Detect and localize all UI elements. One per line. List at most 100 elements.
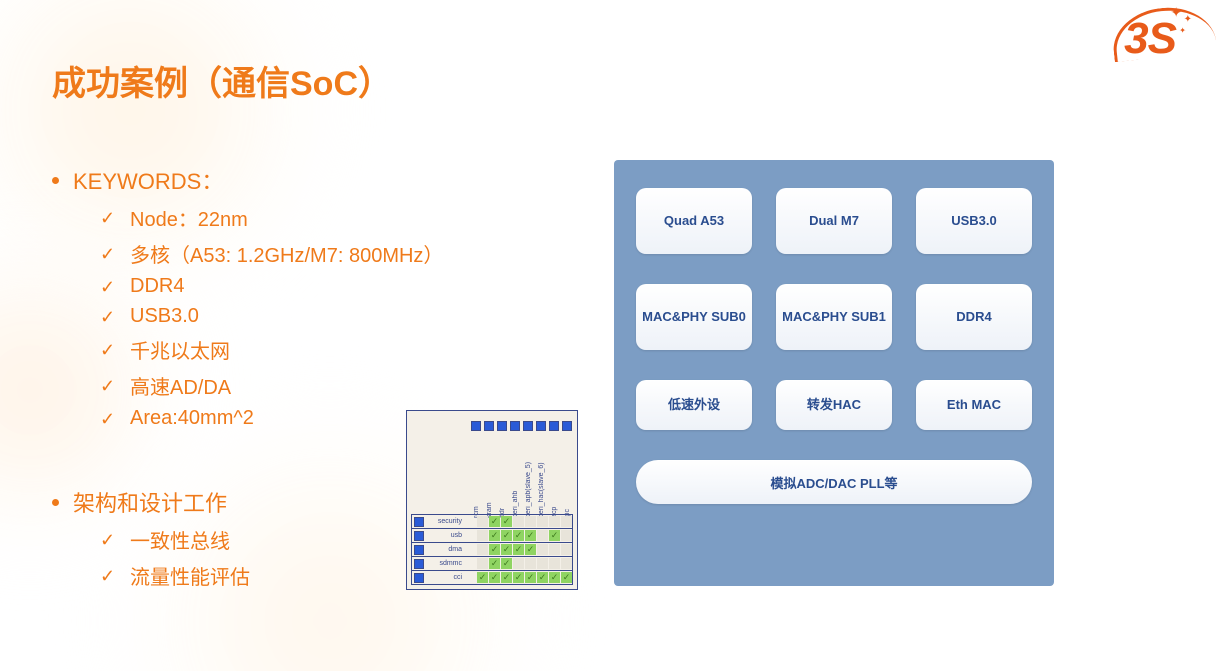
matrix-row-label: sdmmc bbox=[426, 560, 464, 567]
matrix-cell bbox=[561, 572, 572, 583]
list-item: ✓ 千兆以太网 bbox=[100, 335, 552, 364]
matrix-cell bbox=[561, 558, 572, 569]
diagram-block: MAC&PHY SUB1 bbox=[776, 284, 892, 350]
keyword-text: 千兆以太网 bbox=[130, 335, 230, 364]
matrix-col-square bbox=[484, 421, 494, 431]
matrix-cell bbox=[513, 544, 524, 555]
keyword-text: Node：22nm bbox=[130, 203, 248, 232]
matrix-body: security usb dma sdmmc cci bbox=[411, 514, 573, 585]
diagram-block-wide: 模拟ADC/DAC PLL等 bbox=[636, 460, 1032, 504]
matrix-col-square bbox=[536, 421, 546, 431]
matrix-cell bbox=[525, 530, 536, 541]
matrix-cell bbox=[525, 558, 536, 569]
matrix-col-label: peri_ahb bbox=[512, 434, 519, 518]
matrix-cell bbox=[477, 516, 488, 527]
check-icon: ✓ bbox=[100, 377, 118, 395]
matrix-col-square bbox=[471, 421, 481, 431]
diagram-row: MAC&PHY SUB0 MAC&PHY SUB1 DDR4 bbox=[636, 284, 1032, 350]
diagram-block: 低速外设 bbox=[636, 380, 752, 430]
matrix-cell bbox=[549, 572, 560, 583]
arch-text: 流量性能评估 bbox=[130, 561, 250, 590]
matrix-cell bbox=[549, 558, 560, 569]
matrix-row-label: security bbox=[426, 518, 464, 525]
matrix-cell bbox=[525, 516, 536, 527]
matrix-col-label: peri_apb(slave_5) bbox=[525, 434, 532, 518]
matrix-cell bbox=[513, 530, 524, 541]
matrix-cell bbox=[513, 516, 524, 527]
matrix-row-square bbox=[414, 559, 424, 569]
matrix-cell bbox=[489, 572, 500, 583]
matrix-cell bbox=[489, 516, 500, 527]
matrix-cell bbox=[561, 516, 572, 527]
matrix-col: sram bbox=[483, 421, 495, 518]
matrix-cell bbox=[537, 558, 548, 569]
diagram-block: USB3.0 bbox=[916, 188, 1032, 254]
bullet-icon bbox=[52, 499, 59, 506]
matrix-row: security bbox=[412, 515, 572, 528]
star-icon: ✦ bbox=[1184, 14, 1192, 25]
keywords-heading-text: KEYWORDS： bbox=[73, 164, 223, 196]
arch-heading-text: 架构和设计工作 bbox=[73, 486, 227, 518]
bus-matrix-chart: rcmsramddr peri_ahb peri_apb(slave_5)peri_… bbox=[406, 410, 578, 590]
check-icon: ✓ bbox=[100, 308, 118, 326]
matrix-cell bbox=[501, 558, 512, 569]
matrix-col-square bbox=[510, 421, 520, 431]
matrix-cell bbox=[501, 572, 512, 583]
matrix-col-label: sram bbox=[486, 434, 493, 518]
diagram-block: Quad A53 bbox=[636, 188, 752, 254]
list-item: ✓ Node：22nm bbox=[100, 203, 552, 232]
matrix-cell bbox=[513, 572, 524, 583]
page-title: 成功案例（通信SoC） bbox=[52, 56, 392, 105]
matrix-row: sdmmc bbox=[412, 556, 572, 570]
matrix-cell bbox=[525, 544, 536, 555]
diagram-row: 低速外设 转发HAC Eth MAC bbox=[636, 380, 1032, 430]
matrix-col: peri_ahb bbox=[509, 421, 521, 518]
keyword-text: 高速AD/DA bbox=[130, 371, 231, 400]
keyword-text: USB3.0 bbox=[130, 305, 199, 328]
list-item: ✓ 高速AD/DA bbox=[100, 371, 552, 400]
check-icon: ✓ bbox=[100, 410, 118, 428]
matrix-cells bbox=[477, 530, 572, 541]
keyword-text: Area:40mm^2 bbox=[130, 407, 254, 430]
check-icon: ✓ bbox=[100, 531, 118, 549]
matrix-col: acp bbox=[548, 421, 560, 518]
diagram-block: Eth MAC bbox=[916, 380, 1032, 430]
check-icon: ✓ bbox=[100, 341, 118, 359]
keyword-text: 多核（A53: 1.2GHz/M7: 800MHz） bbox=[130, 239, 443, 268]
keywords-heading: KEYWORDS： bbox=[52, 164, 552, 196]
matrix-row-square bbox=[414, 517, 424, 527]
matrix-row: dma bbox=[412, 542, 572, 556]
matrix-cells bbox=[477, 558, 572, 569]
matrix-cell bbox=[537, 572, 548, 583]
matrix-cell bbox=[525, 572, 536, 583]
matrix-cell bbox=[513, 558, 524, 569]
matrix-cell bbox=[477, 572, 488, 583]
matrix-col-label: gic bbox=[564, 434, 571, 518]
list-item: ✓ USB3.0 bbox=[100, 305, 552, 328]
list-item: ✓DDR4 bbox=[100, 275, 552, 298]
matrix-col: rcm bbox=[470, 421, 482, 518]
matrix-cells bbox=[477, 516, 572, 527]
matrix-cell bbox=[477, 530, 488, 541]
soc-block-diagram: Quad A53 Dual M7 USB3.0 MAC&PHY SUB0 MAC… bbox=[614, 160, 1054, 586]
matrix-cell bbox=[549, 516, 560, 527]
matrix-cell bbox=[489, 544, 500, 555]
diagram-block: DDR4 bbox=[916, 284, 1032, 350]
matrix-col-label: acp bbox=[551, 434, 558, 518]
matrix-row-label: dma bbox=[426, 546, 464, 553]
matrix-columns: rcmsramddr peri_ahb peri_apb(slave_5)peri_… bbox=[470, 415, 573, 518]
matrix-cell bbox=[489, 530, 500, 541]
matrix-col: peri_hac(slave_6) bbox=[535, 421, 547, 518]
matrix-cell bbox=[537, 544, 548, 555]
diagram-block: Dual M7 bbox=[776, 188, 892, 254]
matrix-col-label: ddr bbox=[499, 434, 506, 518]
matrix-row-label: usb bbox=[426, 532, 464, 539]
matrix-cell bbox=[537, 516, 548, 527]
matrix-col: ddr bbox=[496, 421, 508, 518]
logo: ✦ ✦ ✦ 3S bbox=[1124, 14, 1176, 64]
check-icon: ✓ bbox=[100, 209, 118, 227]
matrix-row: cci bbox=[412, 570, 572, 584]
matrix-col-square bbox=[549, 421, 559, 431]
check-icon: ✓ bbox=[100, 567, 118, 585]
matrix-cells bbox=[477, 572, 572, 583]
